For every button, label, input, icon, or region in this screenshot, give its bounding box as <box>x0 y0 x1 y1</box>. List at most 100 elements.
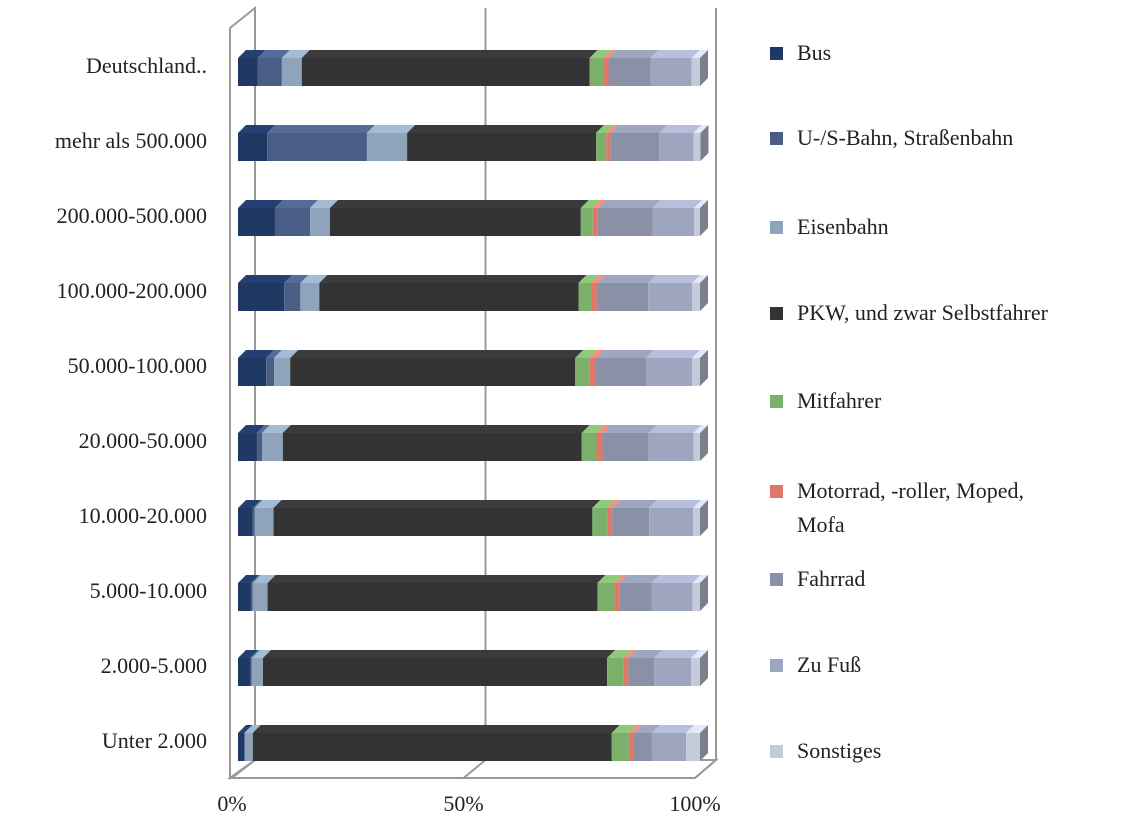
legend-label: Fahrrad <box>797 566 866 591</box>
bar-top <box>693 125 709 133</box>
bar <box>597 583 615 611</box>
bar <box>693 208 700 236</box>
legend-label: Zu Fuß <box>797 652 862 677</box>
bar-top <box>238 125 276 133</box>
bar-top <box>654 650 700 658</box>
y-tick-label: 100.000-200.000 <box>57 278 207 303</box>
bar-top <box>319 275 587 283</box>
bar <box>254 508 274 536</box>
bar <box>366 133 408 161</box>
bar <box>592 208 598 236</box>
bar-top <box>592 200 606 208</box>
bar <box>608 58 651 86</box>
bar-top <box>262 650 616 658</box>
bar-top <box>262 425 291 433</box>
bar-top <box>592 500 616 508</box>
bar-end <box>700 50 708 86</box>
bar-top <box>649 500 702 508</box>
bar <box>580 208 593 236</box>
bar <box>238 358 267 386</box>
legend-label: Bus <box>797 40 832 65</box>
bar <box>281 58 302 86</box>
bar <box>650 58 692 86</box>
bar <box>284 283 301 311</box>
bar <box>596 133 607 161</box>
bar-top <box>659 125 702 133</box>
bar <box>251 658 263 686</box>
bar <box>686 733 700 761</box>
bar <box>301 58 590 86</box>
bar <box>282 433 582 461</box>
y-tick-label: 20.000-50.000 <box>79 428 207 453</box>
bar-top <box>614 575 628 583</box>
bar-top <box>612 500 658 508</box>
bar-top <box>250 650 260 658</box>
bar <box>238 133 268 161</box>
bar <box>238 283 285 311</box>
legend-item: Sonstiges <box>770 734 1110 768</box>
bar-end <box>700 425 708 461</box>
legend-swatch <box>770 659 783 672</box>
bar <box>319 283 579 311</box>
y-tick-label: 200.000-500.000 <box>57 203 207 228</box>
legend-item: Eisenbahn <box>770 210 1110 244</box>
grid-line <box>462 759 487 779</box>
bar <box>691 658 700 686</box>
bar <box>651 733 687 761</box>
bar <box>607 508 613 536</box>
bar-top <box>596 425 611 433</box>
bar-top <box>244 725 253 733</box>
bar-top <box>284 275 309 283</box>
bar-top <box>597 575 623 583</box>
bar-top <box>648 275 701 283</box>
bar-top <box>301 50 598 58</box>
bar-top <box>691 50 708 58</box>
bar <box>252 583 268 611</box>
legend-swatch <box>770 132 783 145</box>
bar-top <box>651 575 701 583</box>
bar-top <box>252 575 276 583</box>
bar-top <box>578 275 600 283</box>
bar <box>693 133 701 161</box>
bar <box>648 433 694 461</box>
bar-end <box>700 500 708 536</box>
bar-top <box>252 725 620 733</box>
bar-top <box>652 200 702 208</box>
bar <box>592 508 608 536</box>
bar-end <box>700 725 708 761</box>
bar <box>238 733 245 761</box>
bar <box>274 358 291 386</box>
legend-label: Eisenbahn <box>797 214 889 239</box>
bar-top <box>580 200 601 208</box>
bar <box>659 133 694 161</box>
legend-item: Fahrrad <box>770 562 1110 596</box>
bar <box>633 733 652 761</box>
bar-top <box>300 275 328 283</box>
bar-top <box>252 500 263 508</box>
grid-line <box>231 759 256 779</box>
bar <box>273 508 593 536</box>
bar-top <box>692 575 708 583</box>
bar <box>238 583 251 611</box>
y-tick-label: Deutschland.. <box>86 53 207 78</box>
bar-top <box>581 425 605 433</box>
x-tick-label: 0% <box>217 791 246 816</box>
legend-item: Mitfahrer <box>770 384 1110 418</box>
bar <box>648 283 693 311</box>
bar <box>238 658 251 686</box>
bar <box>238 433 257 461</box>
bar <box>407 133 597 161</box>
legend-label: Motorrad, -roller, Moped, Mofa <box>797 478 1025 537</box>
bar <box>692 358 700 386</box>
legend-label: U-/S-Bahn, Straßenbahn <box>797 125 1014 150</box>
legend-swatch <box>770 221 783 234</box>
bar-top <box>407 125 605 133</box>
bar-top <box>611 725 637 733</box>
bar <box>589 58 604 86</box>
bar-top <box>575 350 598 358</box>
bar-top <box>607 500 621 508</box>
y-tick-label: 50.000-100.000 <box>68 353 207 378</box>
bar-top <box>244 725 261 733</box>
bar-top <box>686 725 708 733</box>
